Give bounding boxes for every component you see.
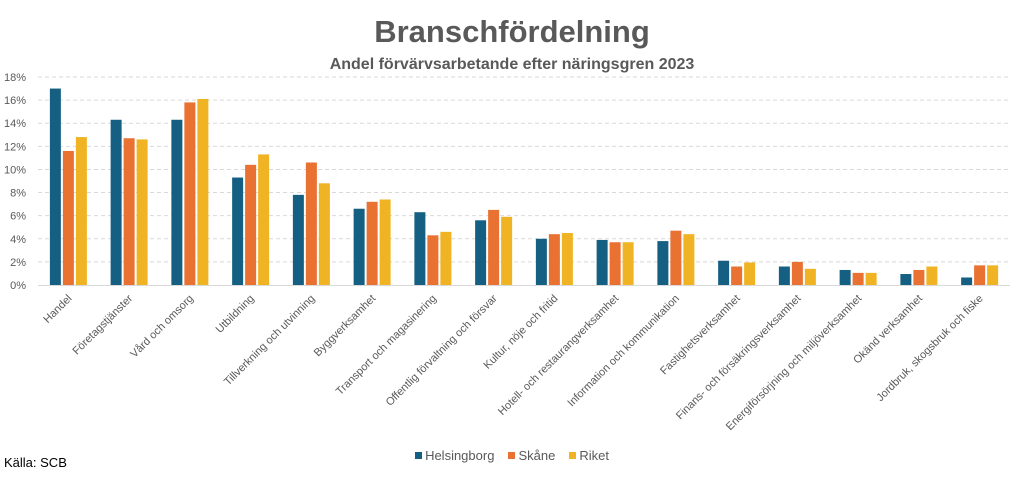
x-tick-label: Finans- och försäkringsverksamhet [674,293,804,423]
bar-riket [136,139,148,285]
bar-skåne [366,201,378,285]
x-tick-label: Energiförsörjning och miljöverksamhet [724,293,864,433]
bar-skåne [731,266,743,285]
bar-riket [804,268,816,285]
bar-helsingborg [596,239,608,285]
legend-swatch [569,452,577,459]
x-tick-label: Byggverksamhet [312,293,378,359]
bar-helsingborg [475,220,487,285]
y-tick-label: 0% [10,280,26,292]
bar-riket [865,272,877,285]
bar-helsingborg [232,177,244,285]
bar-riket [987,265,999,285]
x-tick-label: Offentlig förvaltning och försvar [384,292,500,408]
bar-riket [379,199,391,285]
bar-skåne [548,234,560,285]
bar-helsingborg [778,266,790,285]
bar-skåne [62,150,74,285]
legend-swatch [415,452,423,459]
bar-helsingborg [961,277,973,285]
bar-riket [501,216,513,285]
x-tick-label: Utbildning [214,293,257,336]
legend-label: Helsingborg [425,448,495,463]
legend-swatch [508,452,516,459]
source-note: Källa: SCB [4,455,67,470]
x-tick-label: Transport och magasinering [334,293,439,398]
bar-riket [926,266,938,285]
legend-label: Riket [579,448,609,463]
bar-helsingborg [292,194,304,285]
bar-helsingborg [535,238,547,285]
bar-helsingborg [353,208,365,285]
bar-helsingborg [657,241,669,285]
bar-skåne [791,261,803,285]
y-tick-label: 16% [4,95,26,107]
legend-item-skane: Skåne [508,448,555,463]
x-tick-label: Information och kommunikation [565,293,682,410]
legend-item-riket: Riket [569,448,609,463]
bar-riket [197,98,209,285]
y-tick-label: 6% [10,211,26,223]
bar-riket [683,234,695,285]
chart-title: Branschfördelning [374,14,650,49]
bar-skåne [305,162,317,285]
y-tick-label: 2% [10,257,26,269]
bar-helsingborg [49,88,61,285]
bar-skåne [670,230,682,285]
y-tick-label: 8% [10,188,26,200]
bar-riket [258,154,270,285]
bar-riket [75,137,87,285]
chart-subtitle: Andel förvärvsarbetande efter näringsgre… [329,56,695,73]
bar-helsingborg [110,119,122,285]
x-tick-label: Hotell- och restaurangverksamhet [496,293,621,418]
y-tick-label: 4% [10,234,26,246]
x-tick-label: Jordbruk, skogsbruk och fiske [874,293,985,404]
bar-riket [561,233,573,285]
bar-helsingborg [171,119,183,285]
bar-riket [622,242,634,285]
bar-helsingborg [414,212,426,285]
bar-helsingborg [839,269,851,285]
bar-riket [440,231,452,285]
y-tick-label: 10% [4,164,26,176]
bar-skåne [852,272,864,285]
bar-skåne [245,164,257,285]
legend-label: Skåne [518,448,556,463]
bar-riket [318,183,330,285]
legend: Helsingborg Skåne Riket [0,448,1024,463]
y-tick-label: 18% [4,72,26,84]
y-tick-label: 14% [4,118,26,130]
bar-riket [744,262,756,285]
bar-skåne [609,242,621,285]
bar-skåne [913,269,925,285]
bar-skåne [123,138,135,285]
bar-skåne [427,235,439,285]
bar-skåne [488,209,500,285]
bar-helsingborg [900,274,912,285]
x-tick-label: Företagstjänster [71,292,136,357]
bar-skåne [184,102,196,285]
x-tick-label: Vård och omsorg [128,293,196,361]
y-tick-label: 12% [4,141,26,153]
bar-helsingborg [718,260,730,285]
bar-skåne [974,265,986,285]
legend-item-helsingborg: Helsingborg [415,448,494,463]
x-tick-label: Handel [41,293,74,326]
